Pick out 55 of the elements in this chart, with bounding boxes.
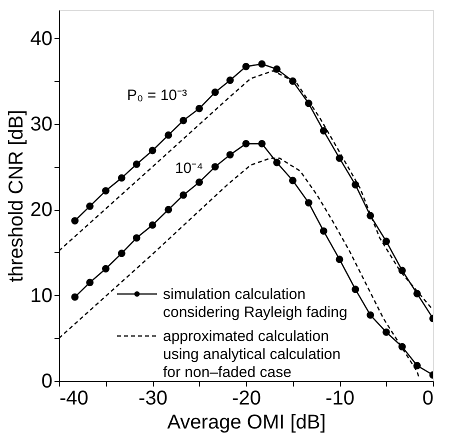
point [180, 116, 188, 124]
point [71, 217, 79, 224]
point [336, 256, 344, 264]
point [118, 174, 126, 182]
x-tick-label: -20 [232, 388, 261, 410]
x-tick-label: 0 [422, 388, 434, 410]
point [242, 140, 250, 148]
point [242, 62, 250, 70]
legend-label: approximated calculation using analytical calculation for non–faded case [163, 328, 341, 381]
point [132, 234, 140, 242]
point [196, 178, 203, 186]
point [226, 151, 234, 158]
y-axis-title: threshold CNR [dB] [5, 110, 28, 282]
point [413, 362, 421, 370]
point [226, 76, 234, 84]
legend-label: simulation calculation considering Rayleigh fading [163, 286, 348, 321]
annotation: P₀ = 10⁻³ [126, 87, 188, 104]
annotation: 10⁻⁴ [174, 160, 204, 177]
point [148, 221, 156, 229]
point [211, 88, 219, 96]
point [164, 131, 172, 139]
point [320, 227, 328, 235]
point [382, 238, 390, 246]
x-tick-label: -30 [138, 388, 168, 410]
point [118, 250, 126, 258]
y-tick-label: 0 [41, 370, 52, 392]
point [273, 65, 281, 73]
point [382, 328, 390, 336]
point [148, 146, 156, 154]
x-tick-label: -10 [326, 388, 354, 410]
point [102, 187, 110, 194]
point [196, 104, 203, 112]
point [273, 158, 281, 166]
point [258, 140, 266, 148]
y-tick-label: 10 [30, 284, 52, 307]
point [258, 60, 266, 68]
point [304, 199, 312, 206]
point [352, 181, 360, 188]
point [132, 160, 140, 168]
y-tick-label: 30 [30, 113, 52, 136]
point [71, 293, 79, 301]
point [164, 206, 172, 214]
point [86, 202, 94, 210]
x-tick-label: -40 [60, 388, 88, 410]
x-axis-title: Average OMI [dB] [167, 412, 326, 434]
point [211, 163, 219, 170]
point [320, 127, 328, 135]
point [102, 265, 110, 272]
point [366, 311, 374, 319]
point [86, 278, 94, 286]
point [180, 191, 188, 199]
y-tick-label: 40 [30, 28, 52, 50]
y-tick-label: 20 [30, 199, 52, 222]
point [352, 286, 360, 294]
point [289, 176, 296, 184]
